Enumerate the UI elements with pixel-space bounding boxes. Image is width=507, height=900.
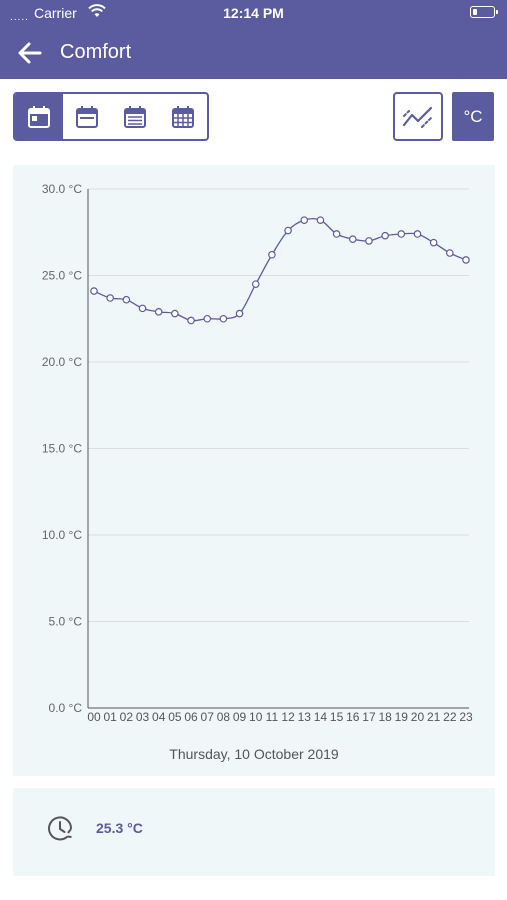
x-tick-label: 20 <box>411 710 425 724</box>
data-point <box>122 295 131 304</box>
x-tick-label: 13 <box>298 710 312 724</box>
chart-type-button[interactable] <box>393 92 443 141</box>
data-point <box>381 231 389 240</box>
x-tick-label: 16 <box>346 710 360 724</box>
data-point <box>138 304 147 313</box>
data-point <box>106 294 114 302</box>
x-tick-label: 08 <box>217 710 231 724</box>
data-point <box>348 235 357 243</box>
data-point <box>365 237 373 245</box>
summary-card: 25.3 °C <box>13 788 495 876</box>
y-tick-label: 30.0 °C <box>42 182 82 196</box>
clock-time: 12:14 PM <box>223 5 284 21</box>
x-tick-label: 14 <box>314 710 328 724</box>
data-point <box>268 250 276 259</box>
y-tick-label: 15.0 °C <box>42 442 82 456</box>
data-point <box>90 287 98 295</box>
clock-history-icon <box>46 815 74 848</box>
period-week-button[interactable] <box>63 94 111 139</box>
x-tick-label: 05 <box>168 710 182 724</box>
data-point <box>235 309 244 318</box>
line-chart-icon <box>402 106 433 128</box>
data-point <box>171 309 179 318</box>
data-point <box>284 226 292 235</box>
x-tick-label: 00 <box>87 710 101 724</box>
summary-value: 25.3 °C <box>96 820 143 836</box>
battery-icon <box>470 6 498 18</box>
data-point <box>300 216 309 224</box>
carrier-label: Carrier <box>34 5 77 21</box>
data-point <box>187 316 195 325</box>
x-tick-label: 23 <box>459 710 473 724</box>
y-tick-label: 10.0 °C <box>42 528 82 542</box>
calendar-week-icon <box>76 105 98 128</box>
calendar-year-icon <box>172 105 194 128</box>
y-tick-label: 0.0 °C <box>49 701 83 715</box>
x-tick-label: 15 <box>330 710 344 724</box>
x-tick-label: 09 <box>233 710 247 724</box>
data-point <box>397 230 406 238</box>
y-tick-label: 20.0 °C <box>42 355 82 369</box>
calendar-day-icon <box>28 105 50 128</box>
x-tick-label: 19 <box>395 710 409 724</box>
line-chart: 0.0 °C 5.0 °C 10.0 °C 15.0 °C 20.0 °C 25.0 °C… <box>42 182 473 724</box>
y-tick-label: 5.0 °C <box>49 615 83 629</box>
period-year-button[interactable] <box>159 94 207 139</box>
period-day-button[interactable] <box>15 94 63 139</box>
data-point <box>203 314 212 323</box>
x-tick-label: 03 <box>136 710 150 724</box>
chart-date-label: Thursday, 10 October 2019 <box>169 746 339 762</box>
x-tick-label: 01 <box>103 710 117 724</box>
data-point <box>154 308 163 316</box>
x-tick-label: 22 <box>443 710 457 724</box>
x-tick-label: 12 <box>281 710 295 724</box>
calendar-month-icon <box>124 105 146 128</box>
y-tick-label: 25.0 °C <box>42 269 82 283</box>
x-tick-label: 07 <box>201 710 215 724</box>
status-bar: ..... Carrier 12:14 PM <box>0 0 507 26</box>
x-tick-label: 17 <box>362 710 376 724</box>
wifi-icon <box>88 4 106 21</box>
data-point <box>251 280 260 288</box>
temperature-chart: 0.0 °C 5.0 °C 10.0 °C 15.0 °C 20.0 °C 25.0 °C… <box>13 165 495 776</box>
x-tick-label: 21 <box>427 710 441 724</box>
x-tick-label: 18 <box>378 710 392 724</box>
data-point <box>446 249 454 257</box>
series-line <box>93 217 467 322</box>
x-tick-label: 02 <box>120 710 134 724</box>
data-point <box>316 216 325 224</box>
data-point <box>413 230 422 238</box>
data-point <box>429 238 438 247</box>
x-tick-label: 10 <box>249 710 263 724</box>
data-point <box>462 256 470 264</box>
data-point <box>332 230 341 238</box>
app-header: ..... Carrier 12:14 PM Comfort <box>0 0 507 79</box>
x-tick-label: 04 <box>152 710 166 724</box>
period-selector <box>13 92 209 141</box>
x-tick-label: 06 <box>184 710 198 724</box>
period-month-button[interactable] <box>111 94 159 139</box>
data-point <box>219 314 228 323</box>
unit-button[interactable]: °C <box>452 92 494 141</box>
back-arrow-icon[interactable] <box>16 40 44 66</box>
signal-indicator: ..... <box>10 12 29 23</box>
x-tick-label: 11 <box>266 710 279 724</box>
page-title: Comfort <box>60 41 132 63</box>
